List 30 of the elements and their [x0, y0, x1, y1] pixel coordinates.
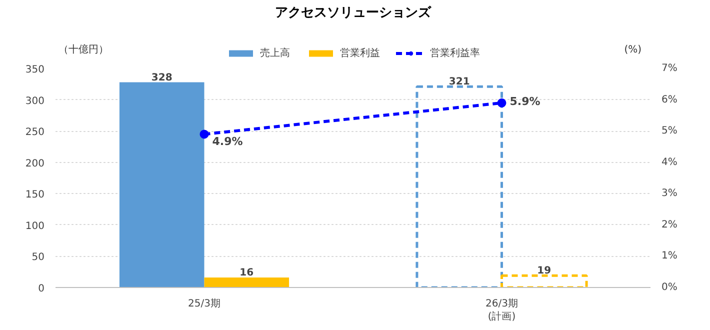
data-label: 321 — [448, 76, 470, 88]
y-tick-label: 350 — [25, 64, 45, 76]
y-axis-title: （十億円） — [58, 44, 108, 56]
data-label: 4.9% — [212, 135, 243, 148]
y-tick-label: 150 — [25, 190, 45, 201]
y-tick-label: 50 — [32, 252, 45, 264]
data-label: 19 — [537, 266, 552, 277]
y2-tick-label: 5% — [662, 126, 678, 137]
legend-label: 営業利益率 — [430, 46, 480, 60]
data-label: 16 — [240, 267, 254, 278]
y2-tick-label: 1% — [662, 250, 678, 262]
y-tick-label: 300 — [25, 96, 45, 107]
chart-title: アクセスソリューションズ — [275, 5, 432, 20]
legend-label: 売上高 — [260, 46, 290, 60]
y2-tick-label: 3% — [662, 188, 678, 200]
y-tick-label: 250 — [25, 127, 45, 138]
y2-tick-label: 6% — [662, 94, 678, 106]
x-tick-label: 25/3期 — [188, 298, 220, 310]
y2-tick-label: 4% — [662, 156, 678, 168]
y-tick-label: 100 — [25, 220, 45, 232]
data-label: 328 — [151, 72, 172, 84]
x-tick-label: 26/3期 (計画) — [486, 298, 518, 323]
data-label: 5.9% — [510, 94, 540, 108]
legend-label: 営業利益 — [340, 46, 380, 60]
y2-tick-label: 0% — [662, 282, 678, 293]
y2-tick-label: 7% — [662, 63, 678, 74]
y-tick-label: 200 — [25, 158, 45, 170]
y-tick-label: 0 — [38, 284, 45, 294]
y2-tick-label: 2% — [662, 219, 678, 230]
y2-axis-title: (%) — [624, 44, 642, 56]
